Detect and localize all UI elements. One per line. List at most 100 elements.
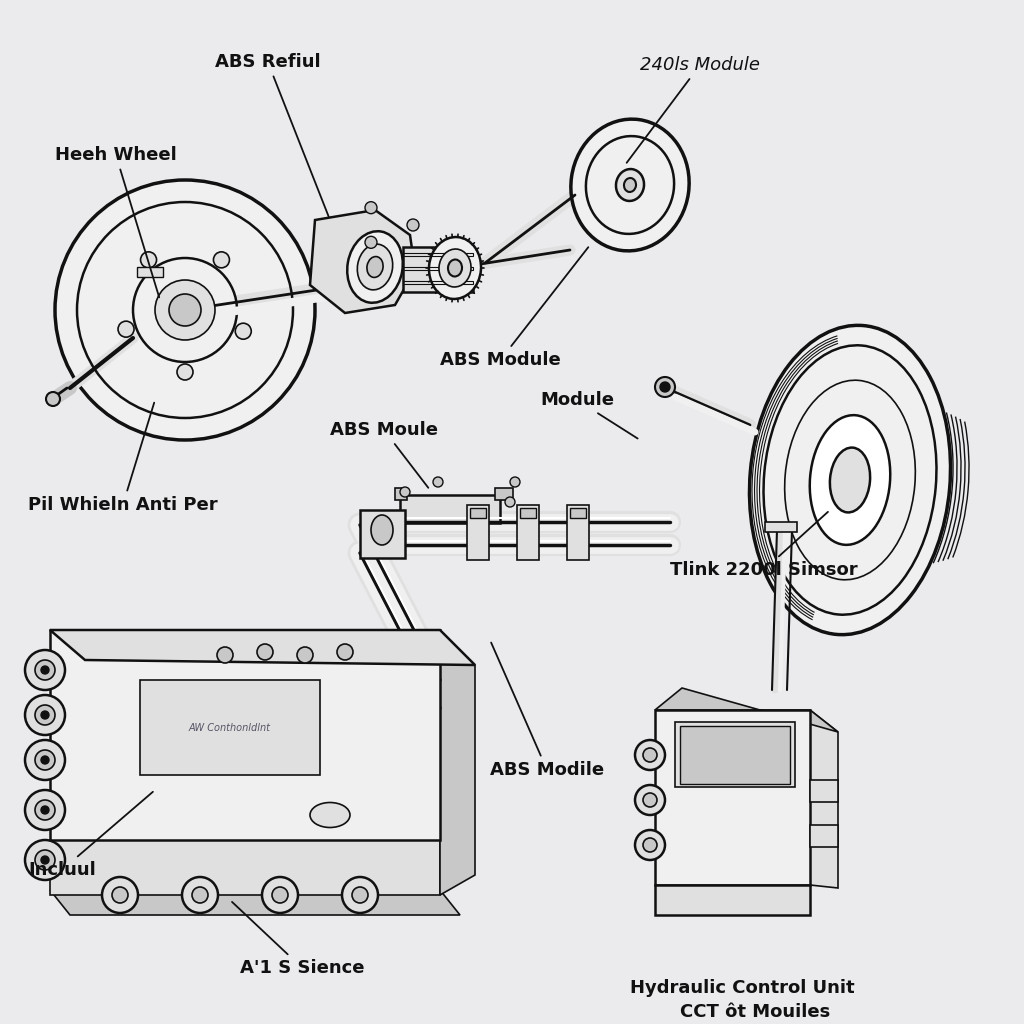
Ellipse shape — [624, 178, 636, 191]
FancyBboxPatch shape — [810, 825, 838, 847]
Circle shape — [365, 202, 377, 214]
Text: ABS Moule: ABS Moule — [330, 421, 438, 487]
Circle shape — [112, 887, 128, 903]
Text: Incluul: Incluul — [28, 792, 153, 879]
FancyBboxPatch shape — [517, 505, 539, 560]
Circle shape — [505, 497, 515, 507]
Polygon shape — [655, 688, 838, 732]
Text: A'1 S Sience: A'1 S Sience — [232, 902, 365, 977]
Circle shape — [337, 644, 353, 660]
Circle shape — [140, 252, 157, 268]
Text: 240ls Module: 240ls Module — [627, 56, 760, 163]
Circle shape — [660, 382, 670, 392]
Circle shape — [41, 806, 49, 814]
Ellipse shape — [570, 119, 689, 251]
Text: Hydraulic Control Unit: Hydraulic Control Unit — [630, 979, 855, 997]
Circle shape — [407, 219, 419, 231]
Circle shape — [182, 877, 218, 913]
FancyBboxPatch shape — [400, 495, 500, 523]
Circle shape — [133, 258, 237, 362]
Circle shape — [118, 322, 134, 337]
Circle shape — [297, 647, 313, 663]
Circle shape — [155, 280, 215, 340]
Ellipse shape — [347, 231, 402, 303]
Circle shape — [643, 793, 657, 807]
Circle shape — [365, 237, 377, 249]
FancyBboxPatch shape — [360, 510, 406, 558]
FancyBboxPatch shape — [403, 247, 473, 292]
Ellipse shape — [429, 237, 481, 299]
Ellipse shape — [784, 380, 915, 580]
Text: Pil Whieln Anti Per: Pil Whieln Anti Per — [28, 402, 218, 514]
FancyBboxPatch shape — [467, 505, 489, 560]
FancyBboxPatch shape — [567, 505, 589, 560]
Polygon shape — [440, 640, 475, 895]
Polygon shape — [50, 890, 460, 915]
Text: ABS Module: ABS Module — [440, 247, 589, 369]
Polygon shape — [50, 840, 440, 895]
FancyBboxPatch shape — [140, 680, 319, 775]
FancyBboxPatch shape — [680, 726, 790, 784]
Circle shape — [400, 487, 410, 497]
Ellipse shape — [371, 515, 393, 545]
FancyBboxPatch shape — [495, 488, 513, 500]
Circle shape — [342, 877, 378, 913]
Text: Tlink 2200l Simsor: Tlink 2200l Simsor — [670, 512, 858, 579]
FancyBboxPatch shape — [655, 885, 810, 915]
Circle shape — [643, 748, 657, 762]
Circle shape — [41, 666, 49, 674]
Circle shape — [35, 800, 55, 820]
Text: Heeh Wheel: Heeh Wheel — [55, 146, 177, 297]
Circle shape — [35, 705, 55, 725]
FancyBboxPatch shape — [470, 508, 486, 518]
FancyBboxPatch shape — [655, 710, 810, 885]
Circle shape — [635, 830, 665, 860]
Ellipse shape — [367, 257, 383, 278]
Polygon shape — [810, 710, 838, 888]
Text: ABS Refiul: ABS Refiul — [215, 53, 329, 217]
Circle shape — [213, 252, 229, 268]
FancyBboxPatch shape — [765, 522, 797, 532]
Circle shape — [102, 877, 138, 913]
FancyBboxPatch shape — [810, 780, 838, 802]
Circle shape — [55, 180, 315, 440]
FancyBboxPatch shape — [395, 488, 407, 500]
Ellipse shape — [439, 249, 471, 287]
FancyBboxPatch shape — [570, 508, 586, 518]
Circle shape — [25, 695, 65, 735]
FancyBboxPatch shape — [520, 508, 536, 518]
Text: ABS Modile: ABS Modile — [490, 642, 604, 779]
Ellipse shape — [810, 415, 890, 545]
Circle shape — [46, 392, 60, 406]
Text: CCT ôt Mouiles: CCT ôt Mouiles — [680, 1002, 830, 1021]
Ellipse shape — [447, 259, 462, 276]
Circle shape — [35, 750, 55, 770]
Text: AW Conthonldlnt: AW Conthonldlnt — [189, 723, 271, 733]
Circle shape — [41, 856, 49, 864]
Circle shape — [635, 740, 665, 770]
Circle shape — [262, 877, 298, 913]
Text: Module: Module — [540, 391, 638, 438]
Ellipse shape — [829, 447, 870, 512]
Circle shape — [25, 790, 65, 830]
Polygon shape — [50, 630, 475, 665]
Circle shape — [655, 377, 675, 397]
Ellipse shape — [310, 803, 350, 827]
Circle shape — [177, 364, 193, 380]
Circle shape — [510, 477, 520, 487]
Circle shape — [352, 887, 368, 903]
Circle shape — [25, 740, 65, 780]
Circle shape — [433, 477, 443, 487]
FancyBboxPatch shape — [675, 722, 795, 787]
Ellipse shape — [586, 136, 674, 233]
Ellipse shape — [750, 326, 950, 635]
Circle shape — [643, 838, 657, 852]
Polygon shape — [310, 210, 415, 313]
Circle shape — [35, 660, 55, 680]
Circle shape — [272, 887, 288, 903]
Circle shape — [635, 785, 665, 815]
Circle shape — [25, 650, 65, 690]
Ellipse shape — [357, 244, 392, 290]
FancyBboxPatch shape — [137, 267, 163, 278]
Circle shape — [35, 850, 55, 870]
